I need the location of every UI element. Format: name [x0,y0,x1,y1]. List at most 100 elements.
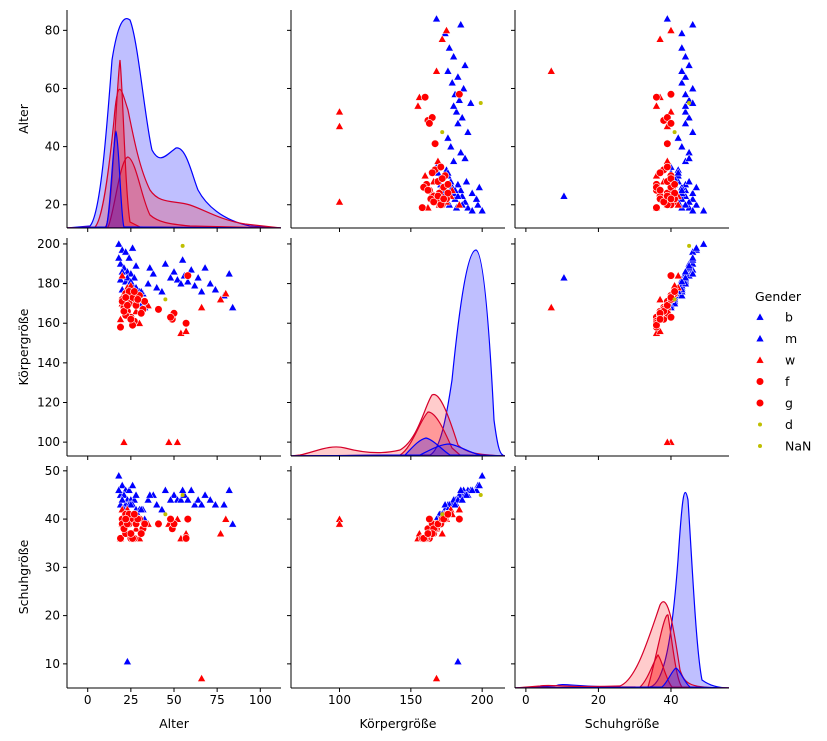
xtick-label-0-4: 100 [249,693,272,707]
point-0-1-0 [477,206,487,215]
point-0-1-24 [449,156,459,165]
point-0-2-0 [699,206,709,215]
point-2-0-50 [122,656,132,665]
point-0-2-36 [677,66,687,75]
point-1-0-92 [166,313,175,322]
point-0-1-45 [443,133,453,142]
point-0-2-97 [670,189,679,198]
point-1-0-104 [180,243,185,248]
point-1-0-99 [133,295,142,304]
point-2-0-92 [166,514,175,524]
point-0-2-50 [559,191,569,200]
point-1-2-91 [666,271,676,280]
point-0-2-42 [662,14,672,23]
point-2-0-42 [228,519,238,528]
point-0-1-91 [455,90,464,99]
point-0-1-82 [418,203,427,212]
point-1-0-100 [137,309,146,318]
point-0-2-48 [688,206,698,215]
point-2-1-104 [478,492,483,497]
point-1-0-102 [130,287,139,296]
point-1-0-105 [163,297,168,302]
point-0-1-71 [442,25,451,34]
point-0-2-95 [659,197,668,206]
xtick-label-2-0: 0 [522,693,530,707]
point-0-2-37 [684,60,694,69]
legend-label-6: NaN [785,439,811,454]
point-1-2-52 [677,277,687,286]
point-0-1-100 [428,168,437,177]
legend-marker-5 [758,422,762,427]
point-2-1-70 [437,529,447,538]
point-2-0-37 [200,490,210,499]
point-1-0-41 [224,269,234,278]
point-1-0-58 [116,314,125,323]
point-0-1-44 [453,118,463,127]
legend-label-0: b [785,310,793,325]
point-0-1-70 [437,34,447,43]
point-1-0-28 [169,267,179,276]
point-0-1-7 [456,185,466,194]
point-2-0-52 [126,500,136,509]
legend-marker-1 [755,333,765,342]
point-1-2-0 [699,239,709,248]
point-0-2-38 [681,51,690,60]
point-1-0-69 [197,302,207,311]
point-1-0-26 [152,283,162,291]
point-2-0-103 [126,529,135,538]
point-0-2-87 [663,139,672,148]
legend-marker-4 [755,398,765,408]
point-1-0-36 [197,286,207,295]
ytick-label-1-5: 200 [37,237,60,251]
ytick-label-0-2: 60 [45,81,60,95]
ytick-label-1-1: 120 [37,395,60,409]
point-0-1-87 [430,139,440,148]
point-1-0-86 [140,297,149,306]
point-1-0-68 [181,326,191,335]
point-0-1-69 [432,66,441,75]
point-0-2-89 [663,113,672,122]
point-0-1-25 [456,147,466,156]
point-1-0-43 [178,255,188,264]
point-0-2-35 [681,72,690,81]
point-1-0-24 [143,279,153,288]
ytick-label-2-2: 30 [45,560,60,574]
point-2-1-66 [335,519,344,528]
point-2-0-48 [114,485,124,494]
ytick-label-1-4: 180 [37,277,60,291]
point-0-1-90 [421,93,430,102]
point-0-2-1 [691,200,701,209]
kde-alter [67,18,281,228]
point-1-0-29 [173,275,182,284]
point-0-1-49 [462,176,471,185]
point-2-0-38 [205,495,215,504]
point-1-0-0 [114,239,124,248]
point-0-1-64 [335,121,344,130]
point-0-1-26 [446,142,456,151]
legend-marker-3 [755,377,765,386]
point-2-0-44 [166,495,175,504]
point-2-1-92 [425,514,434,524]
point-1-2-98 [652,321,661,330]
point-0-2-67 [652,101,661,110]
point-2-1-48 [467,485,477,494]
point-2-0-32 [183,495,193,504]
xtick-label-1-2: 200 [471,693,494,707]
legend-label-1: m [785,331,797,346]
kde-alter-blue [67,18,281,228]
point-0-2-70 [655,34,665,43]
point-1-0-87 [154,305,163,314]
point-1-2-44 [681,273,690,282]
legend-marker-0 [755,312,765,321]
ytick-label-2-3: 40 [45,512,60,526]
point-0-2-28 [684,113,694,121]
point-2-0-105 [163,512,168,517]
point-0-1-101 [439,194,448,204]
point-0-1-66 [335,197,344,206]
point-0-1-65 [335,107,344,116]
scatter-panel-0-2 [546,14,709,215]
point-1-2-66 [662,437,672,446]
legend-label-3: f [785,374,790,389]
point-0-1-42 [432,14,441,23]
point-0-2-30 [681,101,690,110]
